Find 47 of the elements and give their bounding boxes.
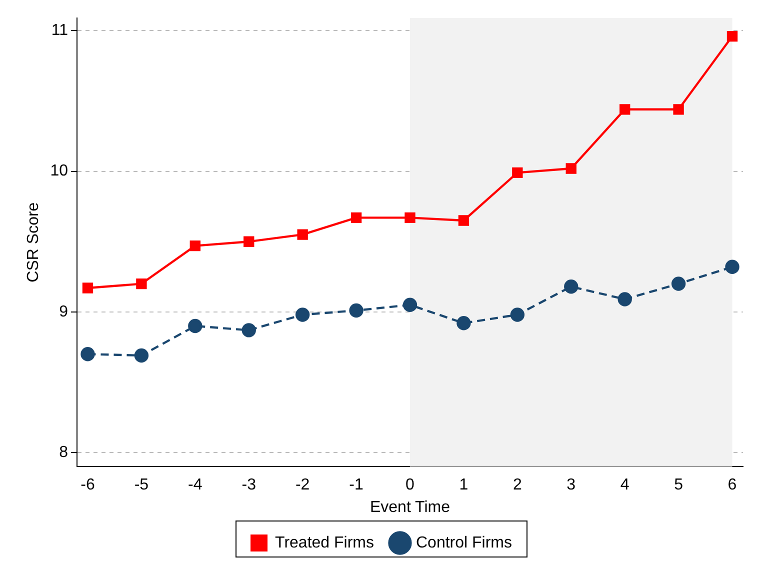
x-tick-label: 3	[566, 476, 576, 494]
y-tick-label: 9	[59, 303, 68, 320]
legend-label: Treated Firms	[275, 534, 374, 552]
point	[349, 303, 364, 318]
x-tick-label: -6	[80, 476, 95, 494]
point	[80, 347, 95, 362]
point	[671, 276, 686, 291]
point	[82, 282, 94, 294]
x-tick-label: -1	[349, 476, 364, 494]
point	[725, 260, 740, 274]
point	[726, 30, 738, 42]
point	[402, 298, 418, 312]
x-tick-label: -4	[188, 476, 202, 494]
point	[190, 240, 200, 252]
x-tick-label: 0	[406, 476, 415, 494]
x-tick-label: 6	[728, 476, 737, 494]
point	[350, 212, 362, 224]
point	[456, 316, 471, 330]
point	[673, 104, 684, 115]
point	[458, 215, 470, 226]
x-tick-label: 1	[459, 476, 468, 494]
point	[242, 323, 256, 338]
point	[510, 308, 525, 322]
point	[297, 229, 308, 240]
x-tick-label: 4	[620, 476, 630, 494]
x-tick-label: 2	[512, 476, 522, 494]
point	[188, 318, 202, 334]
point	[618, 292, 632, 306]
x-tick-label: -2	[295, 476, 310, 494]
x-tick-label: -3	[242, 476, 256, 494]
point	[404, 212, 416, 224]
point	[295, 308, 310, 322]
x-tick-label: 5	[674, 476, 684, 494]
legend-label: Control Firms	[416, 534, 512, 552]
x-axis-title: Event Time	[370, 498, 450, 516]
y-tick-label: 11	[51, 22, 68, 40]
point	[134, 348, 149, 363]
y-axis-title: CSR Score	[25, 202, 42, 282]
y-tick-label: 8	[59, 444, 68, 461]
point	[136, 278, 147, 290]
point	[512, 167, 523, 178]
point	[564, 280, 578, 294]
x-tick-label: -5	[134, 476, 149, 494]
point	[566, 163, 576, 174]
point	[244, 236, 254, 247]
y-tick-label: 10	[50, 162, 68, 180]
point	[619, 104, 630, 115]
